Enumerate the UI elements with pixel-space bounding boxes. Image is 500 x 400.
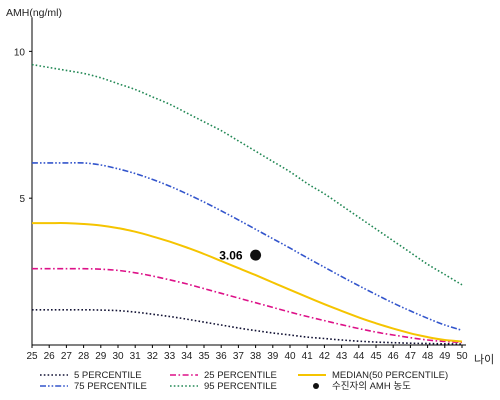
x-tick-label: 33 [164,351,176,362]
marker-layer: 3.06 [219,249,262,263]
x-tick-label: 50 [456,351,468,362]
x-tick-label: 32 [147,351,159,362]
axes: 25 26 27 28 29 30 31 32 33 34 35 36 37 38 39 40 41 42 43 44… [14,18,468,362]
marker-point [250,249,262,261]
x-tick-label: 28 [78,351,90,362]
x-tick-label: 45 [370,351,382,362]
x-tick-label: 46 [388,351,400,362]
legend-marker-entry: 수진자의 AMH 농도 [332,381,411,392]
series-lines [31,63,463,345]
series-line [31,63,463,286]
x-tick-label: 37 [233,351,245,362]
x-tick-label: 41 [302,351,314,362]
x-tick-label: 47 [405,351,417,362]
legend-entry: 75 PERCENTILE [74,381,147,392]
legend-entry: 5 PERCENTILE [74,370,142,381]
marker-value-label: 3.06 [219,249,243,263]
series-line [31,161,463,332]
x-axis-label: 나이 [474,353,494,366]
legend-entry: 95 PERCENTILE [204,381,277,392]
series-line [31,222,463,343]
x-tick-label: 48 [422,351,434,362]
x-tick-label: 43 [336,351,348,362]
legend-marker-swatch [313,383,319,389]
x-tick-label: 38 [250,351,262,362]
series-line [31,267,463,344]
x-tick-label: 31 [130,351,142,362]
legend-entry: 25 PERCENTILE [204,370,277,381]
x-tick-label: 30 [112,351,124,362]
x-tick-label: 44 [353,351,365,362]
x-tick-label: 39 [267,351,279,362]
y-tick-label: 10 [14,47,26,58]
x-tick-label: 34 [181,351,193,362]
x-tick-label: 36 [216,351,228,362]
x-tick-label: 25 [26,351,38,362]
y-axis-label: AMH(ng/ml) [6,7,62,19]
legend-entry: MEDIAN(50 PERCENTILE) [332,370,448,381]
series-line [32,308,463,345]
y-tick-label: 5 [19,194,25,205]
legend: 5 PERCENTILE 25 PERCENTILE MEDIAN(50 PERCE… [40,370,448,392]
x-tick-label: 27 [61,351,73,362]
x-tick-label: 29 [95,351,107,362]
x-tick-label: 49 [439,351,451,362]
x-tick-label: 42 [319,351,331,362]
x-tick-label: 35 [198,351,210,362]
x-tick-label: 26 [44,351,56,362]
x-tick-label: 40 [284,351,296,362]
